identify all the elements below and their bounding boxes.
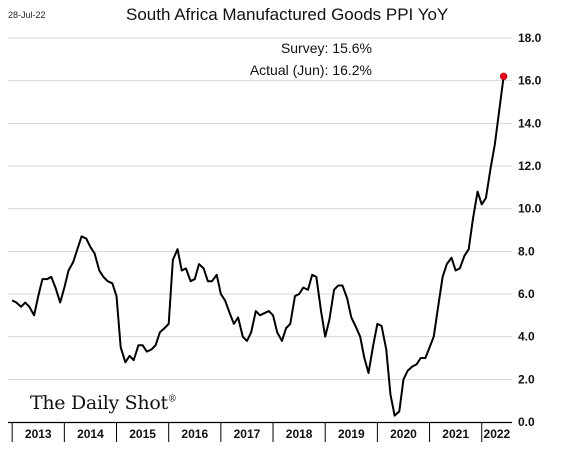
date-stamp: 28-Jul-22 [8, 10, 46, 20]
grid-layer [8, 37, 512, 380]
annotation-actual-text: Actual (Jun): 16.2% [249, 62, 372, 78]
x-tick-label: 2022 [484, 427, 511, 441]
series-line [11, 76, 505, 417]
y-tick-label: 12.0 [518, 159, 542, 173]
y-tick-label: 6.0 [518, 287, 535, 301]
annotation-survey-text: Survey: 15.6% [280, 40, 372, 56]
y-tick-label: 18.0 [518, 31, 542, 45]
x-tick-label: 2014 [77, 427, 104, 441]
axis-layer: 0.0 2.0 4.0 6.0 8.0 10.0 12.0 14.0 16.0 18.0 2013 2… [8, 31, 542, 442]
y-tick-label: 16.0 [518, 74, 542, 88]
chart-title: South Africa Manufactured Goods PPI YoY [126, 5, 449, 24]
x-tick-label: 2017 [234, 427, 261, 441]
y-tick-label: 4.0 [518, 330, 535, 344]
y-tick-label: 2.0 [518, 372, 535, 386]
x-tick-label: 2016 [181, 427, 208, 441]
y-tick-label: 8.0 [518, 244, 535, 258]
x-tick-label: 2015 [129, 427, 156, 441]
annotation-survey: Survey: 15.6% [281, 40, 372, 56]
x-tick-label: 2018 [286, 427, 313, 441]
series-layer [11, 72, 508, 417]
y-tick-label: 0.0 [518, 415, 535, 429]
logo-registered-mark: ® [167, 394, 177, 405]
x-tick-label: 2021 [442, 427, 469, 441]
x-tick-label: 2020 [390, 427, 417, 441]
x-tick-label: 2019 [338, 427, 365, 441]
last-point-marker [499, 72, 508, 81]
x-tick-label: 2013 [25, 427, 52, 441]
y-tick-label: 10.0 [518, 202, 542, 216]
y-tick-label: 14.0 [518, 116, 542, 130]
annotation-actual: Actual (Jun): 16.2% [250, 62, 372, 78]
daily-shot-logo: The Daily Shot® [30, 392, 177, 414]
logo-text: The Daily Shot [30, 392, 168, 414]
